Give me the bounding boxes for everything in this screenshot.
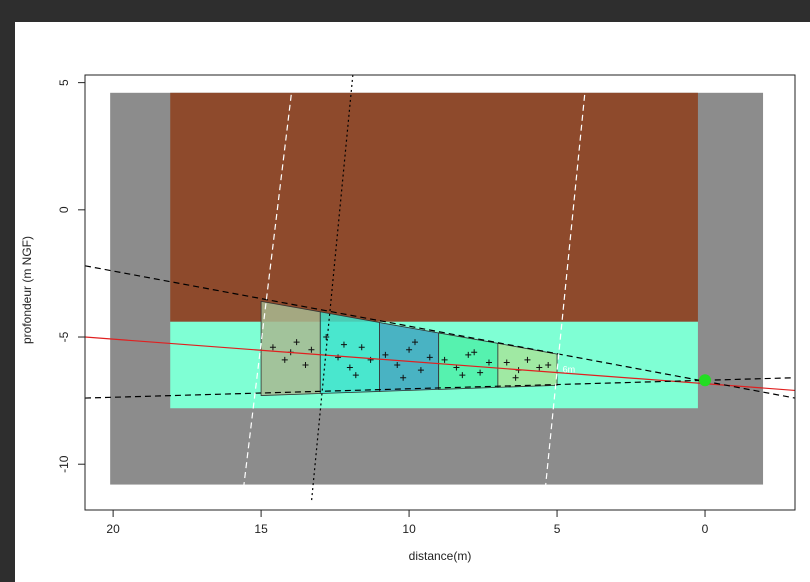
point-cross [441, 356, 448, 363]
point-cross [382, 351, 389, 358]
marker [699, 374, 712, 387]
point-cross [302, 362, 309, 368]
point-cross [485, 359, 492, 366]
point-cross [352, 372, 359, 379]
line [310, 75, 354, 503]
y-axis-label: profondeur (m NGF) [20, 236, 34, 344]
point-cross [335, 354, 342, 361]
point-cross [524, 356, 531, 363]
point-cross [281, 356, 288, 363]
point-cross [308, 346, 315, 353]
point-cross [400, 374, 407, 381]
y-tick-label: -10 [57, 455, 71, 473]
point-cross [323, 334, 330, 341]
point-cross [545, 362, 552, 368]
point-cross [536, 364, 543, 371]
x-tick-label: 10 [402, 522, 416, 536]
point-cross [411, 339, 418, 346]
plot-frame [84, 74, 796, 511]
x-tick-label: 0 [702, 522, 709, 536]
point-cross [340, 341, 347, 348]
x-axis-label: distance(m) [409, 549, 472, 563]
point-cross [426, 354, 433, 361]
plot-area: 6m [85, 75, 795, 503]
point-cross [406, 346, 413, 353]
line [85, 265, 795, 399]
point-cross [417, 367, 424, 374]
y-tick-label: 5 [57, 79, 71, 86]
point-cross [459, 372, 466, 379]
point-cross [346, 364, 353, 371]
point-cross [394, 362, 401, 368]
point-cross [465, 351, 472, 358]
line [85, 377, 795, 399]
point-cross [358, 344, 365, 351]
x-tick-label: 20 [106, 522, 120, 536]
x-tick-label: 15 [254, 522, 268, 536]
point-cross [512, 374, 519, 381]
annotation: 6m [563, 364, 576, 374]
y-tick-label: 0 [57, 206, 71, 213]
x-tick-label: 5 [554, 522, 561, 536]
point-cross [477, 369, 484, 376]
y-tick-label: -5 [57, 331, 71, 342]
point-cross [471, 349, 478, 356]
background-rect [170, 92, 698, 322]
point-cross [503, 359, 510, 366]
axes: 20 15 10 5 0 5 0 -5 -10 [57, 79, 709, 536]
point-cross [269, 344, 276, 351]
point-cross [293, 339, 300, 346]
